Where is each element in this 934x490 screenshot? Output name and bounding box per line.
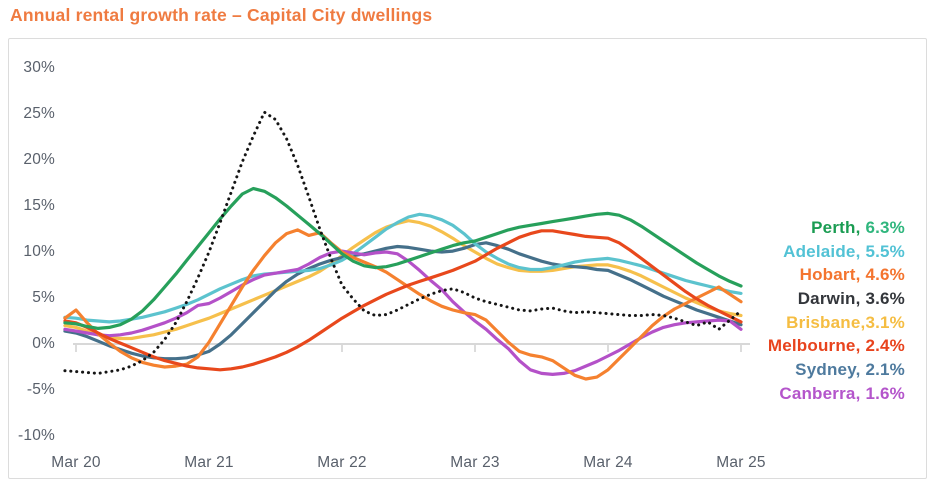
x-axis-tick-label: Mar 24 [583,454,633,471]
x-axis-tick-label: Mar 21 [184,454,234,471]
series-line-melbourne [63,229,743,372]
x-axis-tick-label: Mar 20 [51,454,101,471]
legend-city-name: Perth, [811,218,866,237]
y-axis-tick-label: 15% [23,197,55,214]
legend-city-name: Canberra, [779,383,866,403]
legend-city-value: 6.3% [865,218,905,237]
legend-item-melbourne: Melbourne, 2.4% [768,334,905,358]
legend-item-hobart: Hobart, 4.6% [800,263,905,287]
legend-city-name: Adelaide, [783,241,866,261]
chart-title: Annual rental growth rate – Capital City… [10,5,433,25]
legend-city-value: 3.6% [865,289,905,309]
legend-city-value: 5.5% [865,241,905,261]
legend-city-value: 1.6% [865,383,905,403]
series-line-adelaide [63,212,743,324]
series-line-sydney [63,241,743,361]
legend-city-name: Darwin, [797,289,866,309]
series-line-darwin [63,110,743,375]
x-axis-tick-label: Mar 23 [450,454,500,471]
y-axis-tick-label: -10% [18,427,55,444]
series-line-brisbane [63,219,743,341]
legend-city-value: 3.1% [865,312,905,332]
legend-city-name: Hobart, [799,265,866,285]
y-axis-tick-label: -5% [26,381,55,398]
y-axis-tick-label: 0% [32,335,55,352]
x-axis-tick-label: Mar 25 [716,454,766,471]
legend-city-value: 4.6% [865,265,905,285]
legend-city-value: 2.1% [865,360,905,380]
chart-card [8,38,927,479]
legend-city-name: Brisbane, [786,312,866,332]
series-line-perth [63,186,743,330]
legend-item-canberra: Canberra, 1.6% [779,382,905,406]
x-axis-tick-label: Mar 22 [317,454,367,471]
legend-item-sydney: Sydney, 2.1% [795,358,905,382]
legend-city-value: 2.4% [865,336,905,356]
legend-city-name: Melbourne, [767,336,866,356]
legend-item-adelaide: Adelaide, 5.5% [783,240,905,264]
legend-city-name: Sydney, [795,360,866,380]
y-axis-tick-label: 30% [23,59,55,76]
y-axis-tick-label: 5% [32,289,55,306]
legend-item-brisbane: Brisbane,3.1% [786,311,905,335]
chart-legend: Perth, 6.3% Adelaide, 5.5% Hobart, 4.6% Dar… [0,216,905,406]
y-axis-tick-label: 10% [23,243,55,260]
legend-item-darwin: Darwin, 3.6% [798,287,905,311]
y-axis-tick-label: 20% [23,151,55,168]
legend-item-perth: Perth, 6.3% [811,216,905,240]
y-axis-tick-label: 25% [23,105,55,122]
series-line-hobart [63,228,743,381]
